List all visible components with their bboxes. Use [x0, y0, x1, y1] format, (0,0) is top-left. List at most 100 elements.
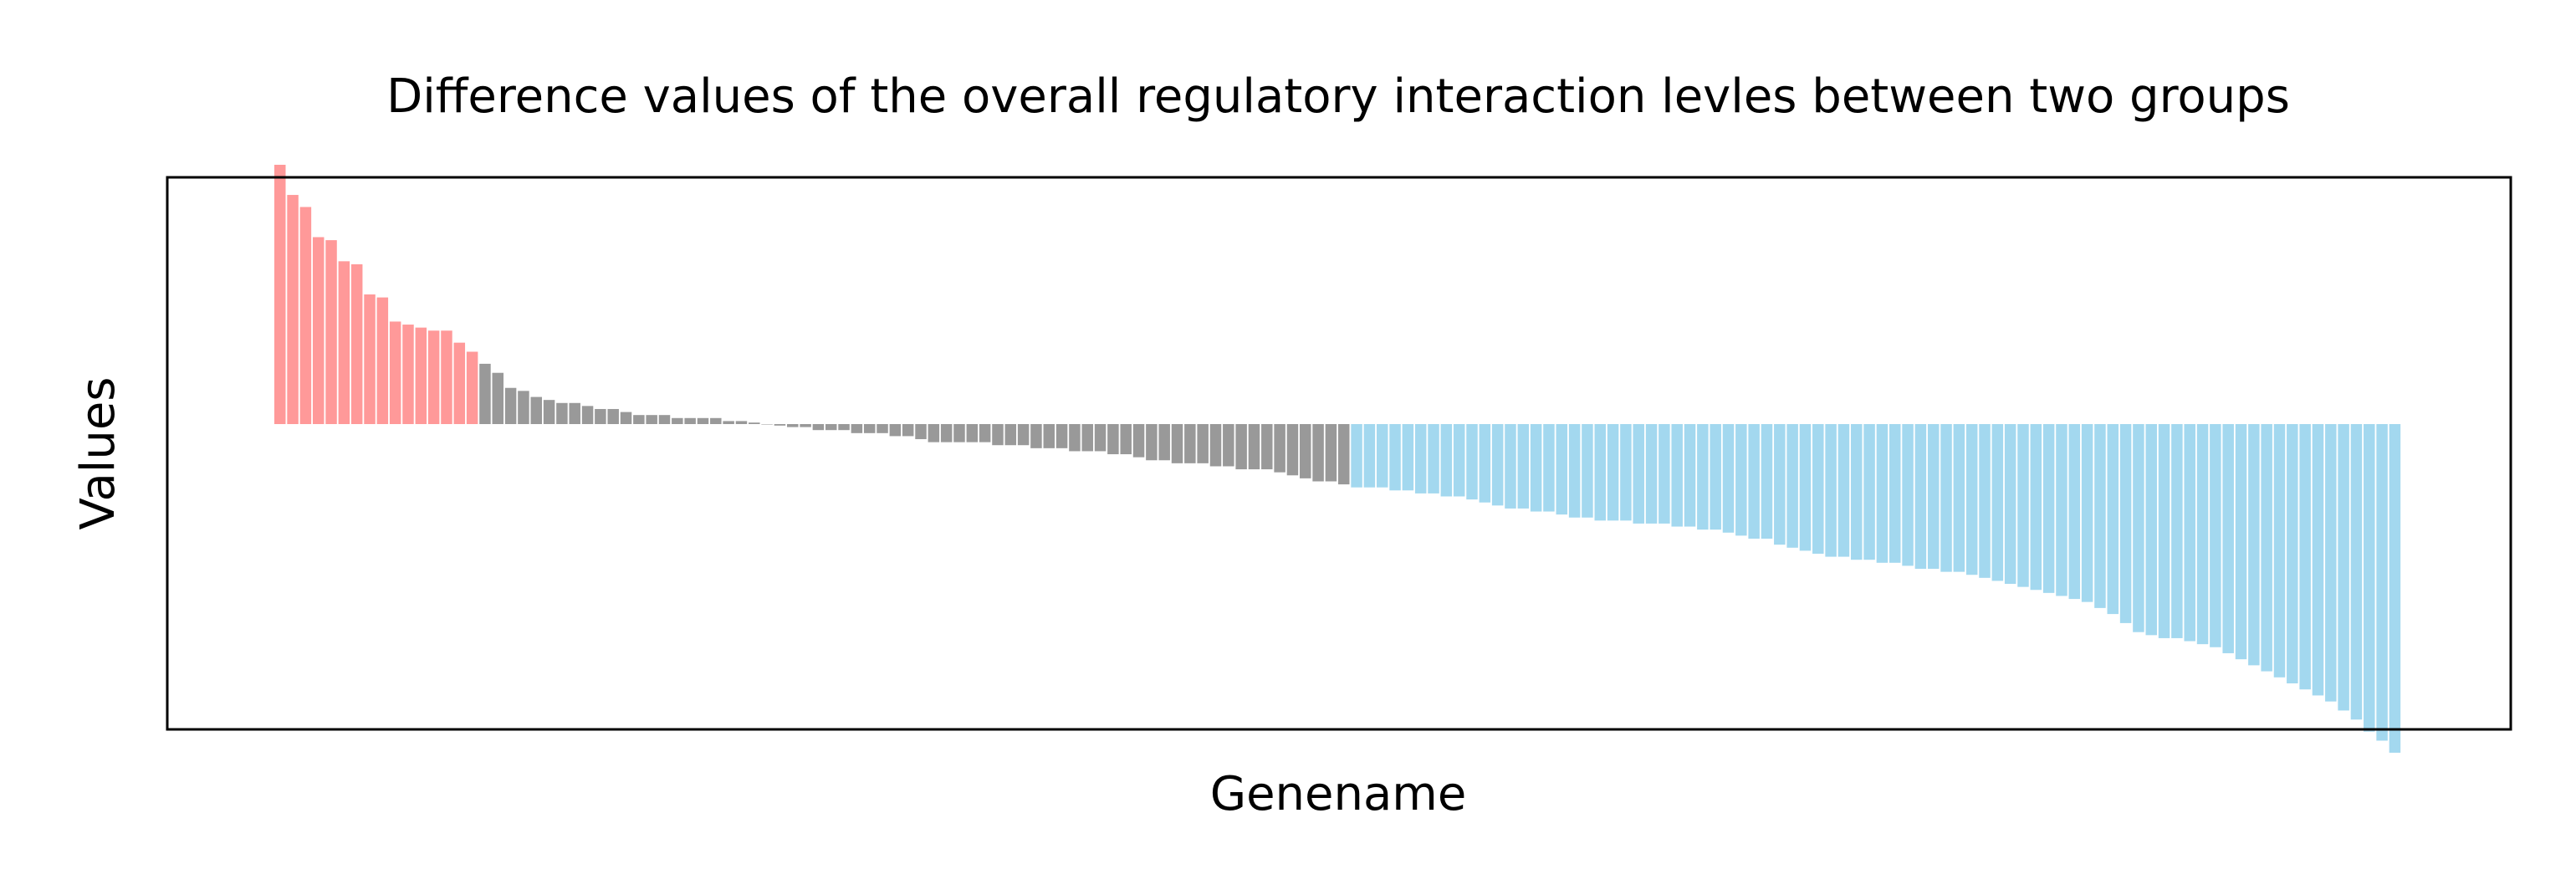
bar: [2210, 424, 2221, 647]
bar: [620, 412, 632, 424]
bar: [2261, 424, 2272, 672]
bar: [863, 424, 876, 433]
bar: [1633, 424, 1644, 524]
bar: [1594, 424, 1606, 521]
bar: [2004, 424, 2016, 585]
bar: [1479, 424, 1491, 503]
bar: [2030, 424, 2042, 591]
bar: [1851, 424, 1863, 560]
bar: [2056, 424, 2067, 596]
bar: [1132, 424, 1145, 458]
bar: [774, 424, 786, 426]
bar: [1748, 424, 1760, 539]
bar: [1107, 424, 1119, 455]
bar: [787, 424, 799, 427]
bar: [581, 406, 594, 424]
bar: [672, 417, 683, 424]
bar: [556, 402, 568, 424]
y-axis-label: Values: [71, 377, 125, 530]
bar: [2068, 424, 2081, 600]
bar: [633, 415, 645, 424]
bar: [2042, 424, 2055, 593]
bar: [1184, 424, 1196, 463]
bar: [453, 342, 466, 424]
bar: [427, 330, 440, 424]
bar: [1081, 424, 1093, 452]
bar: [402, 325, 414, 424]
bar: [2081, 424, 2093, 602]
bar: [569, 402, 580, 424]
bar: [1761, 424, 1773, 539]
bar: [684, 417, 696, 424]
bar: [1979, 424, 1991, 578]
bar: [1684, 424, 1696, 527]
bar: [1440, 424, 1453, 497]
bar: [2376, 424, 2388, 741]
bar: [1235, 424, 1247, 470]
bar: [953, 424, 965, 442]
bar: [1402, 424, 1414, 491]
bar: [2196, 424, 2209, 645]
bar: [1248, 424, 1260, 470]
bar: [2184, 424, 2195, 642]
bar: [1209, 424, 1222, 467]
bar: [543, 400, 555, 424]
bar: [2107, 424, 2119, 615]
bar: [1453, 424, 1465, 497]
bar: [1786, 424, 1798, 548]
bar: [966, 424, 979, 442]
bar: [2350, 424, 2363, 720]
bar: [1837, 424, 1850, 557]
bar: [376, 297, 389, 424]
bar: [1530, 424, 1542, 512]
bar: [1568, 424, 1581, 518]
bar: [274, 165, 286, 424]
bar: [1325, 424, 1337, 482]
bar: [1774, 424, 1786, 545]
bar: [1697, 424, 1709, 530]
bar: [1055, 424, 1068, 448]
bar: [1261, 424, 1273, 470]
bar: [350, 263, 363, 424]
bar: [1543, 424, 1555, 512]
bar: [800, 424, 811, 427]
bar: [1735, 424, 1747, 536]
bar: [761, 424, 773, 425]
bar: [1312, 424, 1324, 482]
bar: [1274, 424, 1285, 473]
bar: [928, 424, 940, 442]
bar: [1120, 424, 1132, 455]
bar: [299, 207, 312, 424]
bar: [2119, 424, 2132, 623]
bar: [1286, 424, 1299, 476]
bar: [2133, 424, 2144, 632]
bar: [1351, 424, 1362, 488]
bar: [1414, 424, 1427, 494]
bar: [1004, 424, 1017, 446]
bar: [2145, 424, 2157, 636]
bar: [325, 240, 337, 424]
bar: [1300, 424, 1311, 478]
bar: [2312, 424, 2324, 696]
bar: [479, 363, 491, 424]
bar: [2325, 424, 2337, 702]
bar: [1582, 424, 1593, 518]
bar: [1017, 424, 1030, 446]
bar: [915, 424, 927, 440]
bar: [492, 372, 504, 424]
bar: [1965, 424, 1978, 575]
x-axis-label: Genename: [1210, 767, 1467, 821]
bar: [697, 417, 709, 424]
bar: [1556, 424, 1568, 515]
bar: [1223, 424, 1234, 467]
bar: [1607, 424, 1619, 521]
bar: [2094, 424, 2106, 608]
bar: [2364, 424, 2375, 732]
bar: [2158, 424, 2170, 638]
bar: [1491, 424, 1504, 506]
bar: [1927, 424, 1940, 570]
bar: [1505, 424, 1516, 509]
bar: [518, 391, 529, 424]
bar: [2389, 424, 2401, 753]
bar: [2299, 424, 2311, 690]
